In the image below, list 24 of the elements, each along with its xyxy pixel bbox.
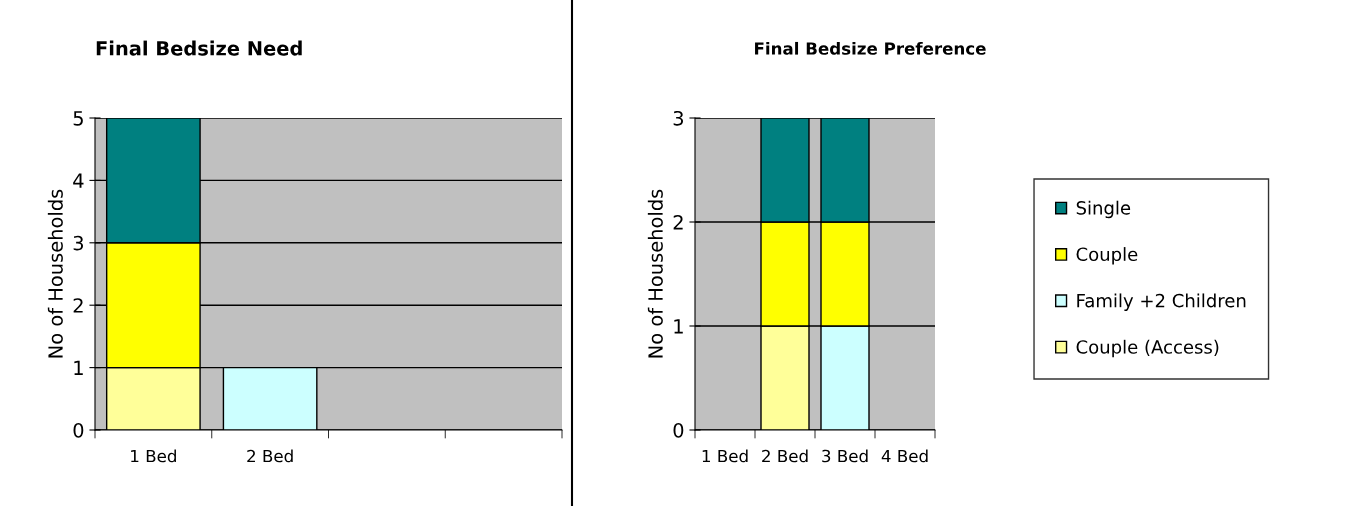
x-tick-label: 2 Bed — [247, 449, 293, 463]
legend-label: Single — [1076, 200, 1131, 219]
y-tick-label: 1 — [74, 360, 83, 375]
y-tick-label: 4 — [73, 173, 84, 188]
legend-label: Family +2 Children — [1077, 293, 1246, 311]
x-tick-label: 3 Bed — [822, 449, 868, 463]
x-tick-label: 4 Bed — [881, 449, 928, 463]
y-tick-label: 2 — [673, 214, 683, 230]
y-tick-label: 3 — [73, 235, 84, 251]
y-tick-label: 1 — [674, 319, 683, 334]
y-tick-label: 3 — [673, 110, 684, 126]
y-axis-title: No of Households — [647, 189, 663, 358]
legend-label: Couple (Access) — [1076, 339, 1219, 358]
x-tick-label: 1 Bed — [131, 449, 176, 463]
y-tick-label: 0 — [673, 422, 684, 438]
y-tick-label: 5 — [73, 111, 83, 126]
y-tick-label: 2 — [73, 298, 83, 313]
x-tick-label: 2 Bed — [762, 449, 808, 463]
legend-label: Couple — [1076, 247, 1138, 265]
chart-title: Final Bedsize Preference — [755, 41, 986, 55]
x-tick-label: 1 Bed — [702, 449, 748, 463]
y-axis-title: No of Households — [47, 189, 63, 358]
y-tick-label: 0 — [73, 422, 84, 438]
chart-title: Final Bedsize Need — [96, 40, 302, 56]
